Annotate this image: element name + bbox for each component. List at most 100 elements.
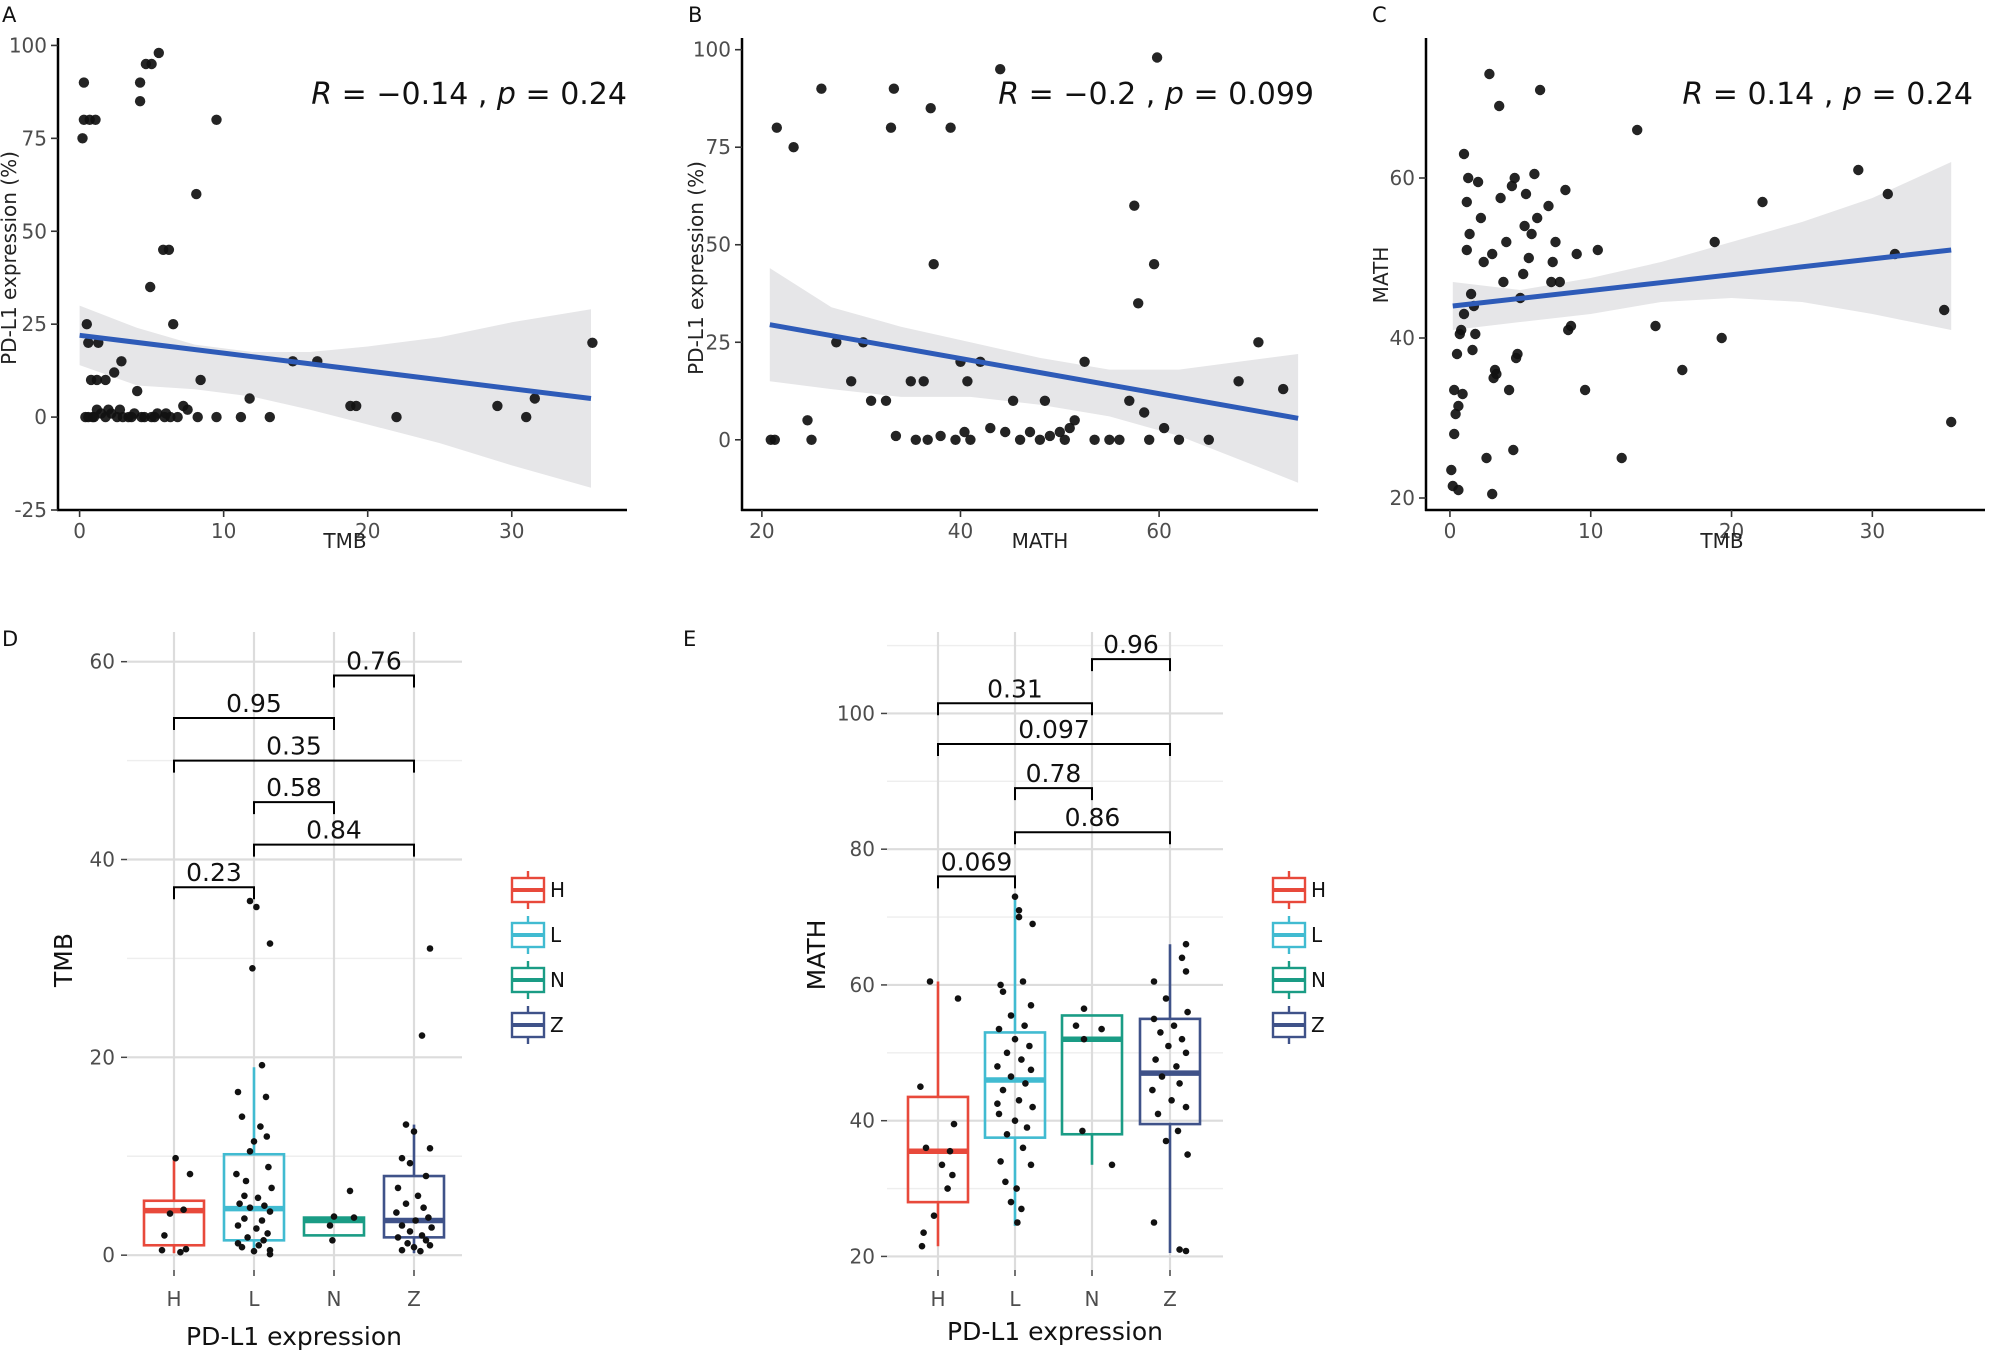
panel-a-point (153, 47, 164, 59)
panel-e-box-n-point (1080, 1005, 1088, 1012)
panel-e-box-l-point (1026, 1042, 1033, 1050)
panel-e-box-l-point (1003, 1131, 1011, 1138)
panel-e-comparison-bracket (937, 875, 1016, 889)
panel-b-point (1104, 434, 1115, 445)
panel-d-box-h-point (158, 1246, 166, 1254)
panel-d-box-n-point (330, 1213, 338, 1220)
panel-b-point (806, 434, 817, 445)
panel-d-box-z-point (410, 1128, 418, 1135)
panel-e-box-l-point (1015, 913, 1023, 921)
panel-e-y-title: MATH (802, 920, 831, 991)
panel-b-point (1054, 426, 1066, 438)
panel-b-point (925, 103, 936, 114)
panel-a-point (134, 96, 146, 107)
panel-d-comparison-bracket (253, 843, 415, 857)
panel-e-box-l-point (1011, 893, 1019, 900)
panel-e-comparison-p-value: 0.96 (1103, 630, 1159, 659)
panel-d-box-z-point (398, 1246, 406, 1254)
panel-e-box-n-point (1098, 1025, 1105, 1033)
panel-c-point (1939, 304, 1950, 316)
panel-c-point (1509, 172, 1520, 184)
panel-a-sep: , (478, 77, 488, 112)
panel-e-box-l-point (1018, 1205, 1025, 1213)
panel-d-box-z-point (402, 1200, 410, 1207)
panel-c-x-title: TMB (1699, 529, 1743, 553)
panel-d-box-z-point (394, 1234, 402, 1241)
panel-e-box-z-point (1152, 1056, 1159, 1063)
panel-a-stat: R = −0.14 , p = 0.24 (311, 77, 627, 112)
panel-e-box-z-point (1182, 968, 1190, 975)
panel-b-point (965, 434, 976, 445)
panel-e-box-z-point (1154, 1110, 1162, 1118)
panel-a-x-tick-label: 10 (211, 519, 236, 543)
panel-c-point (1632, 124, 1643, 136)
panel-e-box-l-point (1021, 1022, 1028, 1029)
panel-a-point (391, 411, 402, 423)
panel-a-point (172, 411, 183, 423)
svg-text:R = 0.14 , p = 0.24: R = 0.14 , p = 0.24 (1682, 77, 1973, 112)
panel-b-plot-area: 20 40 60 0 25 50 75 100 (693, 38, 1318, 543)
panel-a-point (211, 411, 222, 423)
panel-c-x-tick-label: 20 (1719, 519, 1744, 543)
panel-e-box-n-point (1108, 1161, 1116, 1169)
panel-a-y-tick-label: 75 (22, 126, 47, 150)
panel-a-point (77, 133, 88, 144)
panel-b-stat: R = −0.2 , p = 0.099 (998, 77, 1314, 112)
panel-c-point (1463, 172, 1474, 184)
panel-a-point (182, 404, 193, 415)
panel-c-point (1592, 244, 1604, 256)
panel-c-point (1498, 276, 1509, 288)
panel-d-box-l-point (255, 1242, 263, 1249)
panel-c-point (1520, 188, 1532, 200)
panel-a-point (90, 114, 101, 126)
panel-a-point (195, 374, 206, 386)
panel-c-point (1503, 384, 1515, 396)
panel-b-y-tick-label: 25 (706, 330, 731, 354)
panel-e-box-z-point (1150, 978, 1158, 985)
panel-d-y-tick-label: 40 (90, 848, 115, 872)
panel-e-comparison-bracket (1014, 831, 1171, 845)
panel-c-point (1475, 212, 1487, 224)
panel-b-point (885, 122, 897, 133)
panel-c-r-value: = 0.14 (1713, 77, 1814, 112)
panel-c-point (1526, 228, 1537, 240)
panel-e-box-z-point (1165, 1042, 1172, 1050)
panel-b-point (1089, 434, 1100, 445)
panel-d-box-n-point (350, 1214, 358, 1221)
panel-c-point (1543, 200, 1554, 212)
panel-d-letter: D (2, 627, 18, 651)
panel-e-y-tick-label: 60 (850, 973, 875, 997)
panel-e-box-l-point (999, 1086, 1007, 1094)
panel-d-comparison-bracket (253, 801, 335, 815)
panel-c-x-tick-label: 0 (1444, 519, 1457, 543)
panel-b-point (1064, 422, 1075, 434)
panel-e-box-h-point (954, 995, 962, 1002)
panel-c-point (1506, 180, 1518, 192)
panel-c-point (1560, 184, 1571, 196)
panel-c-point (1491, 368, 1502, 380)
panel-c-point (1478, 256, 1489, 268)
panel-d-box-z-point (402, 1121, 410, 1128)
panel-e-x-tick-label: L (1009, 1287, 1021, 1311)
panel-e-box-l-point (1011, 1117, 1019, 1124)
panel-b-point (1203, 434, 1215, 445)
panel-c-point (1464, 228, 1475, 240)
panel-b-point (1000, 426, 1011, 438)
panel-c-point (1550, 236, 1561, 248)
panel-e-box-n-point (1080, 1035, 1088, 1043)
panel-b-y-tick-label: 50 (706, 233, 731, 257)
panel-a-point (88, 411, 100, 423)
panel-e-box-z-point (1182, 1247, 1190, 1255)
panel-a-r-label: R (311, 77, 332, 112)
panel-c-point (1457, 388, 1468, 400)
panel-e-box-z-point (1182, 940, 1190, 948)
panel-d-box-l-point (242, 1177, 250, 1185)
panel-b-point (1158, 422, 1170, 434)
panel-d-box-n-point (326, 1222, 334, 1229)
panel-e-box-z-point (1178, 954, 1186, 962)
panel-d-box-z-point (418, 1032, 426, 1039)
panel-d-box-l-point (260, 1237, 267, 1244)
panel-c-point (1579, 384, 1591, 396)
